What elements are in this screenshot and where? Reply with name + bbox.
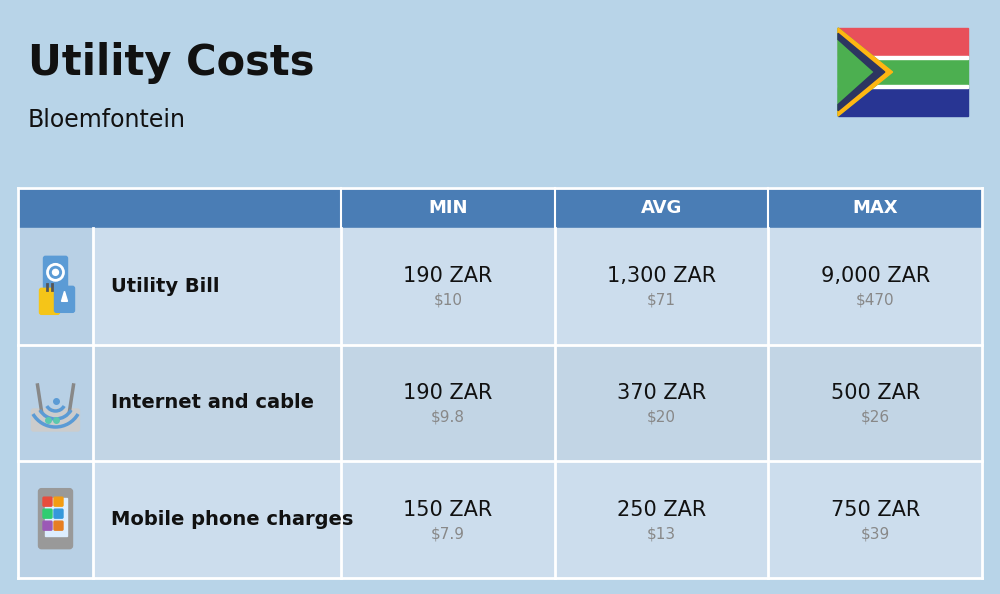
- FancyBboxPatch shape: [93, 345, 341, 462]
- FancyBboxPatch shape: [555, 228, 768, 345]
- Polygon shape: [62, 291, 68, 301]
- Text: $39: $39: [861, 526, 890, 541]
- FancyBboxPatch shape: [54, 286, 74, 312]
- Polygon shape: [838, 33, 885, 110]
- Text: 1,300 ZAR: 1,300 ZAR: [607, 266, 716, 286]
- FancyBboxPatch shape: [838, 58, 968, 87]
- Text: $13: $13: [647, 526, 676, 541]
- FancyBboxPatch shape: [54, 497, 63, 506]
- Text: MIN: MIN: [428, 199, 468, 217]
- FancyBboxPatch shape: [341, 228, 555, 345]
- FancyBboxPatch shape: [838, 28, 968, 58]
- FancyBboxPatch shape: [40, 288, 60, 314]
- Text: 370 ZAR: 370 ZAR: [617, 383, 706, 403]
- FancyBboxPatch shape: [54, 509, 63, 518]
- FancyBboxPatch shape: [93, 462, 341, 578]
- FancyBboxPatch shape: [555, 462, 768, 578]
- Text: Bloemfontein: Bloemfontein: [28, 108, 186, 132]
- Text: MAX: MAX: [852, 199, 898, 217]
- Text: 150 ZAR: 150 ZAR: [403, 500, 492, 520]
- Text: 250 ZAR: 250 ZAR: [617, 500, 706, 520]
- Text: 190 ZAR: 190 ZAR: [403, 383, 493, 403]
- FancyBboxPatch shape: [18, 345, 93, 462]
- FancyBboxPatch shape: [555, 345, 768, 462]
- Text: $9.8: $9.8: [431, 409, 465, 425]
- FancyBboxPatch shape: [768, 462, 982, 578]
- FancyBboxPatch shape: [341, 345, 555, 462]
- Text: Utility Costs: Utility Costs: [28, 42, 314, 84]
- FancyBboxPatch shape: [43, 497, 52, 506]
- FancyBboxPatch shape: [18, 228, 93, 345]
- FancyBboxPatch shape: [768, 345, 982, 462]
- FancyBboxPatch shape: [32, 409, 80, 431]
- FancyBboxPatch shape: [838, 87, 968, 116]
- Text: 500 ZAR: 500 ZAR: [831, 383, 920, 403]
- Text: 750 ZAR: 750 ZAR: [831, 500, 920, 520]
- Text: $71: $71: [647, 293, 676, 308]
- FancyBboxPatch shape: [44, 257, 68, 290]
- FancyBboxPatch shape: [43, 509, 52, 518]
- Text: 190 ZAR: 190 ZAR: [403, 266, 493, 286]
- FancyBboxPatch shape: [838, 56, 968, 59]
- Circle shape: [52, 269, 58, 276]
- Text: AVG: AVG: [641, 199, 682, 217]
- FancyBboxPatch shape: [838, 85, 968, 89]
- Text: 9,000 ZAR: 9,000 ZAR: [821, 266, 930, 286]
- FancyBboxPatch shape: [18, 188, 982, 228]
- Text: $20: $20: [647, 409, 676, 425]
- Text: $470: $470: [856, 293, 894, 308]
- FancyBboxPatch shape: [43, 521, 52, 530]
- Text: $7.9: $7.9: [431, 526, 465, 541]
- FancyBboxPatch shape: [18, 462, 93, 578]
- Polygon shape: [838, 28, 893, 116]
- FancyBboxPatch shape: [768, 228, 982, 345]
- Text: Internet and cable: Internet and cable: [111, 393, 314, 412]
- Text: Utility Bill: Utility Bill: [111, 277, 220, 296]
- Text: $26: $26: [861, 409, 890, 425]
- Text: Mobile phone charges: Mobile phone charges: [111, 510, 353, 529]
- FancyBboxPatch shape: [44, 498, 66, 536]
- FancyBboxPatch shape: [38, 489, 72, 549]
- Text: $10: $10: [433, 293, 462, 308]
- Polygon shape: [838, 28, 893, 116]
- FancyBboxPatch shape: [54, 521, 63, 530]
- FancyBboxPatch shape: [93, 228, 341, 345]
- FancyBboxPatch shape: [341, 462, 555, 578]
